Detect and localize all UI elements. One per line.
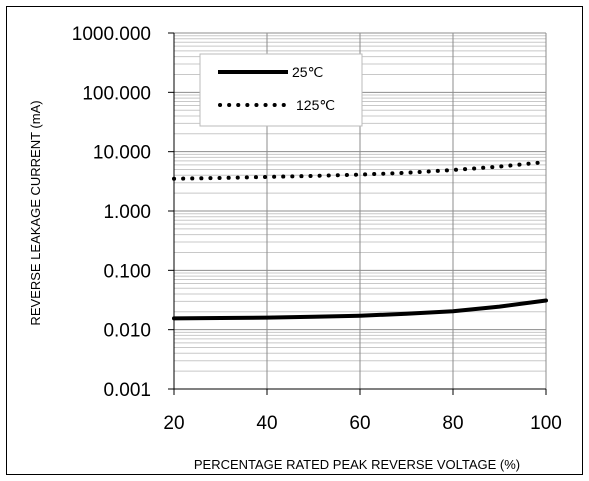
y-tick-label: 100.000 — [82, 83, 151, 104]
y-tick-label: 1000.000 — [72, 24, 151, 45]
series-125c-line — [172, 160, 548, 181]
x-axis-title: PERCENTAGE RATED PEAK REVERSE VOLTAGE (%… — [194, 457, 520, 472]
y-tick-label: 10.000 — [93, 143, 151, 164]
y-tick-label: 0.010 — [103, 321, 151, 342]
y-tick-label: 0.100 — [103, 261, 151, 282]
legend: 25℃ 125℃ — [199, 53, 363, 127]
series-layer — [172, 160, 548, 321]
x-tick-label: 80 — [442, 413, 463, 434]
x-tick-label: 60 — [349, 413, 370, 434]
x-tick-labels: 20 40 60 80 100 — [163, 413, 561, 434]
y-tick-label: 1.000 — [103, 202, 151, 223]
series-25c-line — [172, 298, 548, 321]
x-tick-label: 40 — [256, 413, 277, 434]
y-axis-title: REVERSE LEAKAGE CURRENT (mA) — [28, 100, 43, 325]
y-tick-label: 0.001 — [103, 380, 151, 401]
legend-box — [199, 53, 363, 127]
y-tick-labels: 0.001 0.010 0.100 1.000 10.000 100.000 1000.00… — [72, 24, 151, 401]
legend-label-125: 125℃ — [296, 97, 335, 113]
x-tick-label: 20 — [163, 413, 184, 434]
axes — [168, 32, 547, 395]
x-tick-label: 100 — [530, 413, 562, 434]
legend-label-25: 25℃ — [292, 64, 323, 80]
